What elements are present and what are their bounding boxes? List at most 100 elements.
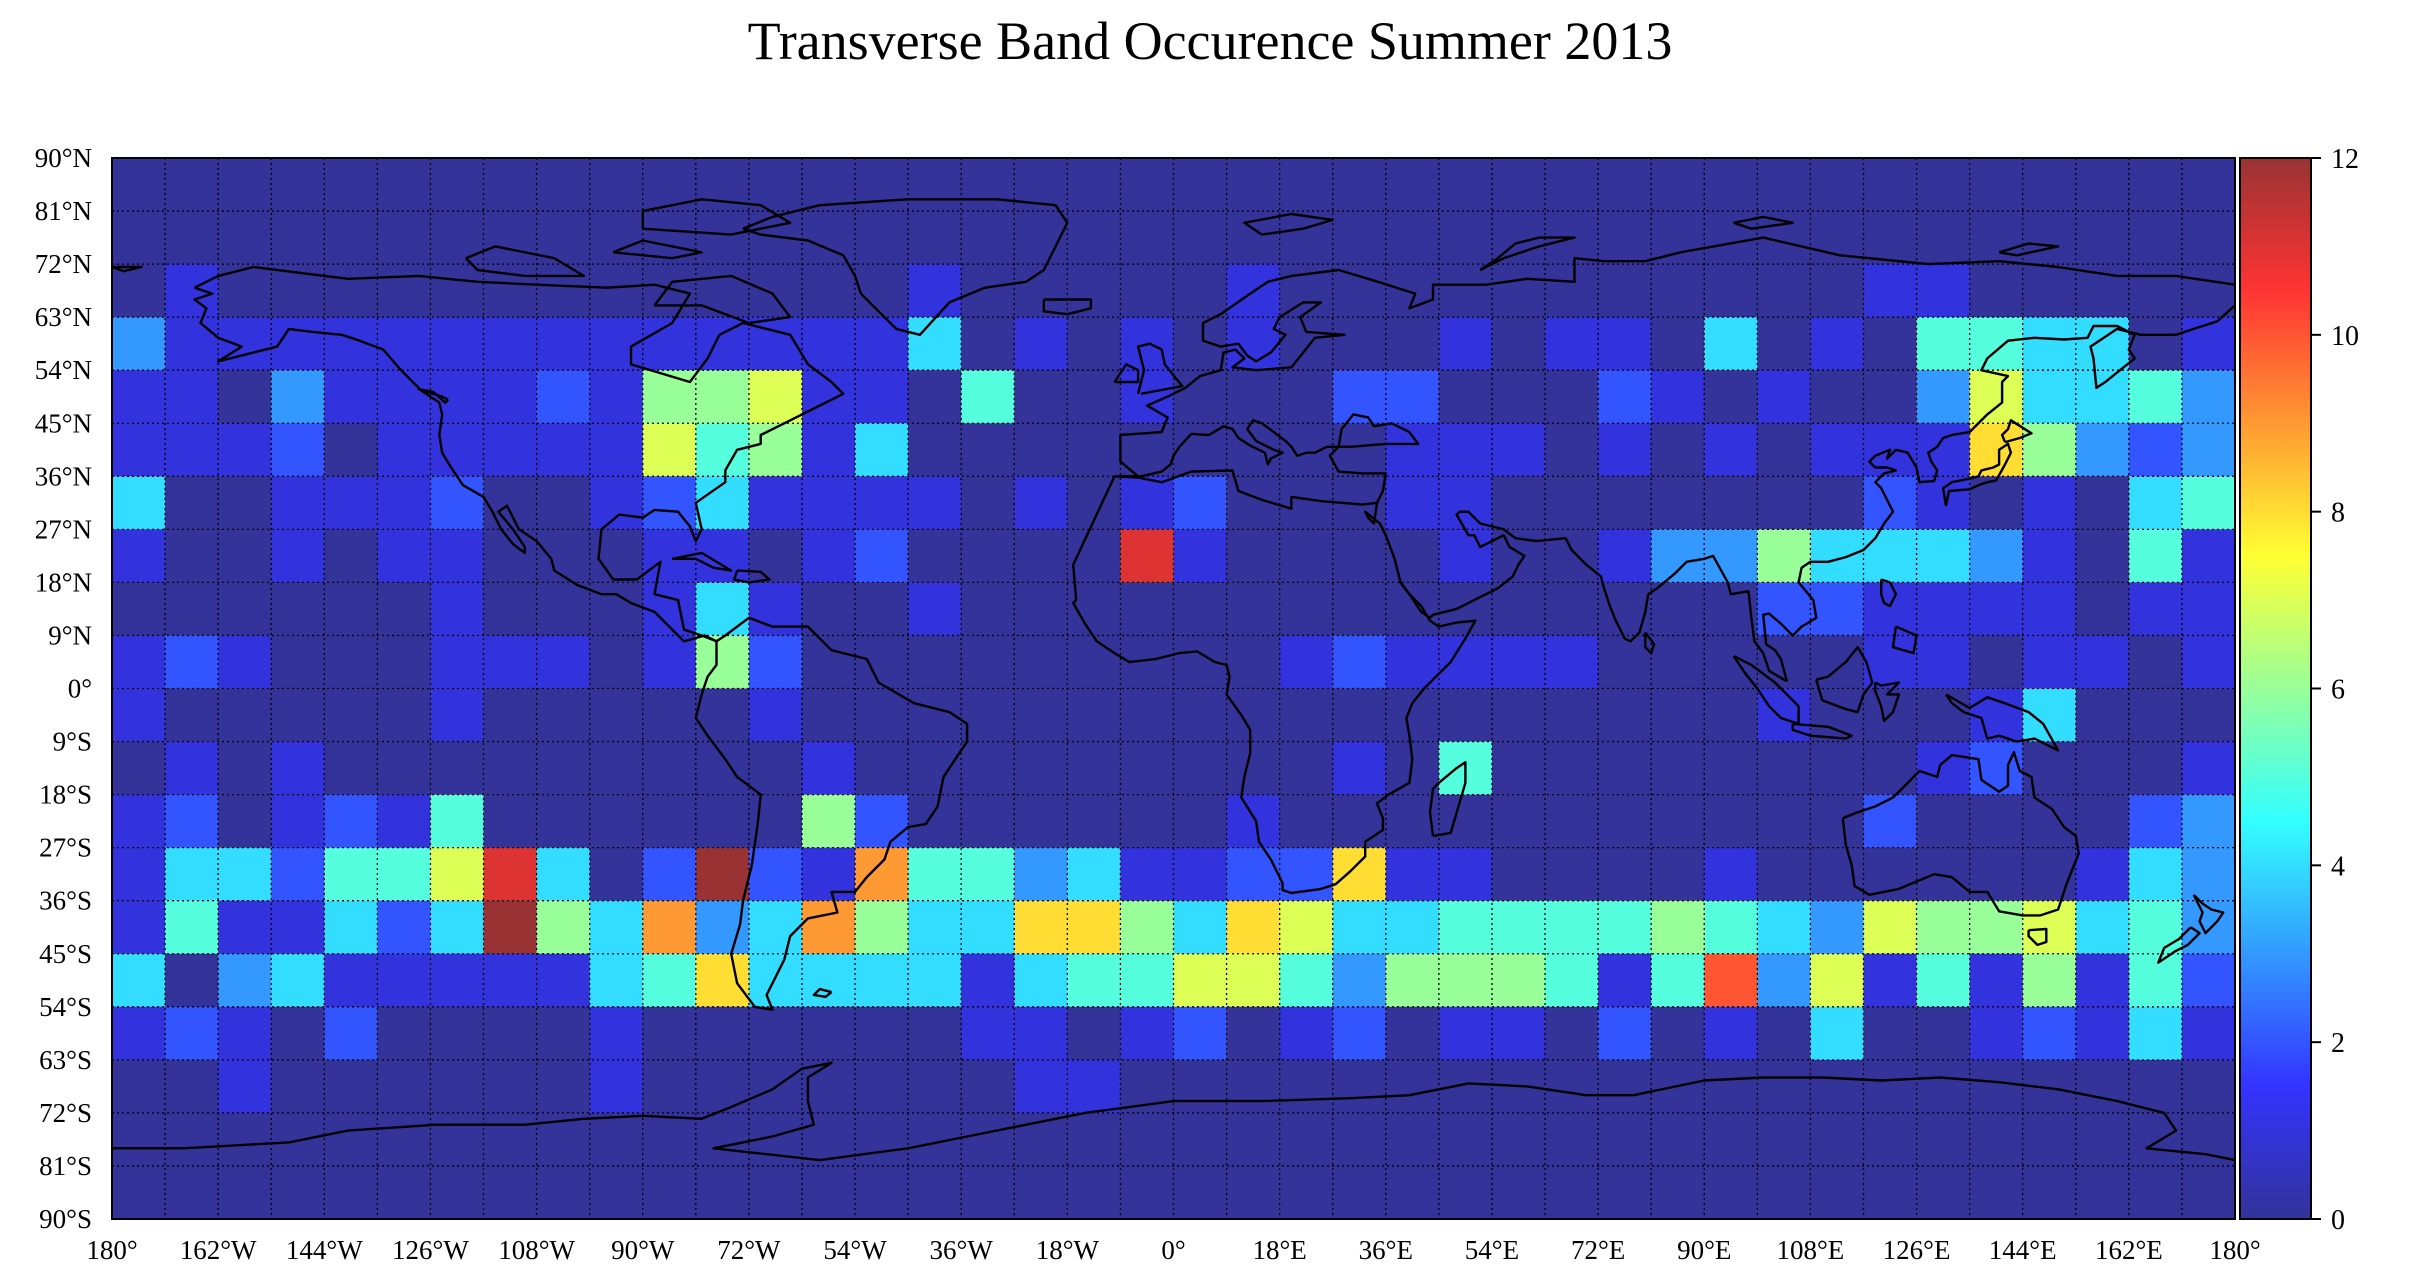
heatmap-cell (908, 158, 962, 212)
heatmap-cell (1916, 1059, 1971, 1114)
heatmap-cell (1120, 1112, 1174, 1167)
heatmap-cell (324, 1006, 378, 1061)
heatmap-cell (1651, 1165, 1705, 1220)
y-tick-label: 18°N (35, 567, 92, 597)
heatmap-cell (165, 317, 219, 371)
heatmap-cell (908, 476, 962, 530)
heatmap-cell (1279, 900, 1334, 955)
heatmap-cell (801, 635, 856, 689)
heatmap-cell (855, 635, 909, 689)
heatmap-cell (908, 741, 962, 795)
heatmap-cell (748, 900, 803, 955)
heatmap-cell (430, 423, 484, 477)
heatmap-cell (589, 688, 644, 742)
heatmap-cell (908, 1059, 962, 1114)
x-tick-label: 54°W (823, 1235, 887, 1265)
heatmap-cell (748, 741, 803, 795)
heatmap-cell (2022, 529, 2077, 583)
heatmap-cell (165, 1112, 219, 1167)
heatmap-cell (2075, 1165, 2130, 1220)
heatmap-cell (1916, 370, 1971, 424)
coastline (1428, 761, 1467, 838)
heatmap-cell (748, 953, 803, 1008)
heatmap-cell (377, 264, 431, 318)
heatmap-cell (2181, 1006, 2236, 1061)
heatmap-cell (1279, 1112, 1334, 1167)
heatmap-cell (2022, 476, 2077, 530)
heatmap-cell (483, 1112, 537, 1167)
heatmap-cell (961, 211, 1015, 265)
heatmap-cell (271, 953, 325, 1008)
heatmap-cell (536, 635, 591, 689)
coastlines (111, 198, 2236, 1162)
heatmap-cell (1598, 688, 1652, 742)
heatmap-cell (1438, 635, 1493, 689)
coastline (653, 274, 792, 325)
heatmap-cell (324, 1165, 378, 1220)
heatmap-cell (324, 476, 378, 530)
heatmap-cell (1120, 794, 1174, 849)
coastline (1243, 212, 1334, 236)
heatmap-cell (1332, 847, 1387, 902)
heatmap-cell (748, 688, 803, 742)
heatmap-cell (1491, 1165, 1546, 1220)
y-tick-label: 63°S (39, 1045, 92, 1075)
heatmap-cell (1226, 1059, 1281, 1114)
heatmap-cell (218, 582, 272, 636)
heatmap-cell (748, 635, 803, 689)
heatmap-cell (1916, 1006, 1971, 1061)
colorbar-tick-label: 2 (2331, 1028, 2345, 1059)
heatmap-cell (271, 1006, 325, 1061)
heatmap-cell (1545, 1165, 1599, 1220)
heatmap-cell (324, 847, 378, 902)
heatmap-cell (642, 953, 697, 1008)
heatmap-cell (483, 688, 537, 742)
heatmap-cell (536, 1165, 591, 1220)
heatmap-cell (1226, 582, 1281, 636)
x-tick-label: 180° (2209, 1235, 2260, 1265)
colorbar-tick-label: 8 (2331, 498, 2345, 529)
heatmap-cell (1014, 529, 1068, 583)
heatmap-cell (2128, 264, 2183, 318)
coastline (733, 569, 771, 584)
heatmap-cell (855, 688, 909, 742)
heatmap-cell (1863, 158, 1917, 212)
heatmap-cell (1491, 158, 1546, 212)
heatmap-cell (695, 1006, 750, 1061)
heatmap-cell (2181, 158, 2236, 212)
heatmap-cell (1438, 953, 1493, 1008)
heatmap-cell (1916, 211, 1971, 265)
heatmap-cell (1863, 476, 1917, 530)
heatmap-cell (1545, 317, 1599, 371)
heatmap-cell (908, 211, 962, 265)
heatmap-cell (589, 476, 644, 530)
heatmap-cell (642, 794, 697, 849)
heatmap-cell (324, 635, 378, 689)
heatmap-cell (589, 370, 644, 424)
heatmap-cell (1332, 1112, 1387, 1167)
coastline (1941, 442, 2013, 507)
coastline (1880, 578, 1898, 608)
heatmap-cell (961, 423, 1015, 477)
heatmap-cell (483, 582, 537, 636)
heatmap-cell (2075, 264, 2130, 318)
heatmap-cell (1014, 741, 1068, 795)
heatmap-cell (1810, 794, 1864, 849)
heatmap-cell (961, 582, 1015, 636)
heatmap-cell (536, 317, 591, 371)
heatmap-cell (1810, 900, 1864, 955)
heatmap-cell (1067, 529, 1121, 583)
x-tick-label: 36°E (1359, 1235, 1413, 1265)
heatmap-cell (961, 953, 1015, 1008)
heatmap-cell (1173, 158, 1227, 212)
heatmap-cell (2128, 158, 2183, 212)
heatmap-cell (1704, 635, 1758, 689)
heatmap-cell (1969, 794, 2024, 849)
coastline (1042, 298, 1093, 316)
heatmap-cell (430, 741, 484, 795)
heatmap-cell (2075, 688, 2130, 742)
heatmap-cell (1757, 317, 1811, 371)
heatmap-cell (324, 582, 378, 636)
coastline (111, 265, 143, 273)
heatmap-cell (695, 370, 750, 424)
